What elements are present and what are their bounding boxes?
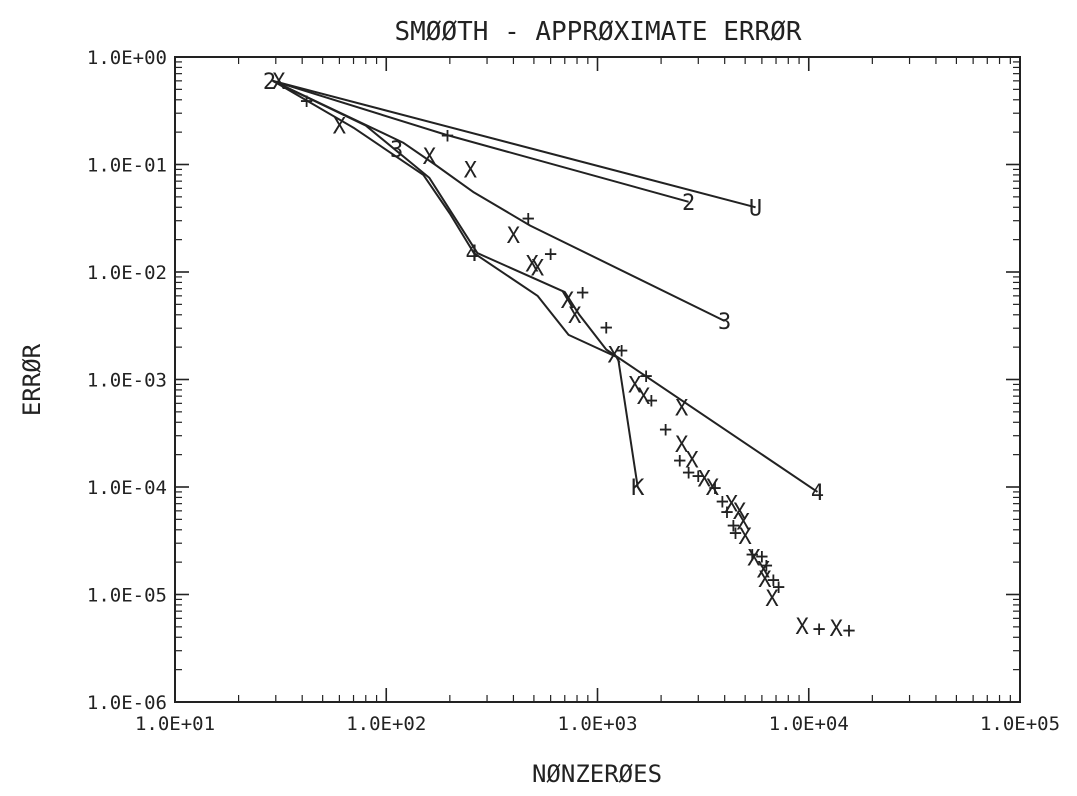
plus-marker: + <box>640 364 653 389</box>
plus-marker: + <box>682 460 695 485</box>
plus-marker: + <box>544 242 557 267</box>
plus-marker: + <box>615 339 628 364</box>
line-label: U <box>749 196 762 221</box>
x-tick-label: 1.0E+05 <box>980 713 1060 735</box>
x-marker: X <box>795 615 809 640</box>
x-marker: X <box>675 396 689 421</box>
plus-marker: + <box>813 617 826 642</box>
y-tick-label: 1.0E-04 <box>87 477 167 499</box>
line-label: 4 <box>811 481 824 506</box>
x-marker: X <box>464 158 478 183</box>
chart-title: SMØØTH - APPRØXIMATE ERRØR <box>395 17 802 47</box>
plus-marker: + <box>692 464 705 489</box>
y-tick-label: 1.0E-06 <box>87 692 167 714</box>
plus-marker: + <box>760 554 773 579</box>
plus-marker: + <box>708 476 721 501</box>
x-marker: X <box>628 373 642 398</box>
x-marker: X <box>698 467 712 492</box>
plus-marker: + <box>645 389 658 414</box>
plus-marker: + <box>300 89 313 114</box>
y-axis-label: ERRØR <box>18 343 46 416</box>
major-ticks <box>174 56 1021 703</box>
line-label: 3 <box>390 138 403 163</box>
x-marker: X <box>685 449 699 474</box>
line-label: 2 <box>263 70 276 95</box>
y-tick-label: 1.0E+00 <box>87 47 167 69</box>
x-marker: X <box>739 525 753 550</box>
x-marker: X <box>706 476 720 501</box>
plus-marker: + <box>600 316 613 341</box>
y-tick-label: 1.0E-01 <box>87 155 167 177</box>
x-tick-label: 1.0E+04 <box>769 713 849 735</box>
x-axis-label: NØNZERØES <box>532 760 662 788</box>
plus-marker: + <box>755 545 768 570</box>
x-tick-label: 1.0E+02 <box>346 713 426 735</box>
series-lines <box>272 79 819 493</box>
series-line-3 <box>272 79 726 322</box>
x-marker: X <box>272 70 286 95</box>
plus-marker: + <box>716 489 729 514</box>
y-tick-label: 1.0E-03 <box>87 370 167 392</box>
line-label: 4 <box>466 242 479 267</box>
x-marker: X <box>757 559 771 584</box>
y-tick-label: 1.0E-02 <box>87 262 167 284</box>
x-marker: X <box>507 224 521 249</box>
x-marker: X <box>830 617 844 642</box>
plus-marker: + <box>842 619 855 644</box>
y-tick-label: 1.0E-05 <box>87 585 167 607</box>
plus-marker: + <box>729 521 742 546</box>
x-marker: X <box>525 252 539 277</box>
plus-marker: + <box>659 418 672 443</box>
x-marker: X <box>747 547 761 572</box>
x-marker: X <box>333 115 347 140</box>
x-tick-label: 1.0E+01 <box>135 713 215 735</box>
plus-marker: + <box>727 513 740 538</box>
x-tick-label: 1.0E+03 <box>557 713 637 735</box>
line-label: 2 <box>682 191 695 216</box>
y-tick-labels: 1.0E+00 1.0E-01 1.0E-02 1.0E-03 1.0E-04 1.0E-… <box>87 47 167 714</box>
plot-frame <box>174 56 1021 703</box>
x-tick-labels: 1.0E+01 1.0E+02 1.0E+03 1.0E+04 1.0E+05 <box>135 713 1060 735</box>
minor-ticks <box>175 57 1020 702</box>
line-labels: U 2 3 4 K 3 4 2 <box>263 70 824 506</box>
series-line-4 <box>272 79 819 493</box>
x-marker: X <box>737 510 751 535</box>
x-marker: X <box>531 257 545 282</box>
plus-marker: + <box>576 280 589 305</box>
series-line-U <box>272 79 756 209</box>
plus-marker: + <box>441 124 454 149</box>
x-marker: X <box>765 587 779 612</box>
x-marker: X <box>733 500 747 525</box>
x-marker: X <box>561 289 575 314</box>
plus-marker: + <box>522 207 535 232</box>
x-marker: X <box>423 145 437 170</box>
series-line-K <box>272 79 639 488</box>
x-marker: X <box>725 493 739 518</box>
plus-marker: + <box>746 543 759 568</box>
plus-marker: + <box>767 568 780 593</box>
x-marker: X <box>608 344 622 369</box>
line-label: K <box>631 476 645 501</box>
x-marker: X <box>758 568 772 593</box>
x-marker: X <box>568 304 582 329</box>
plus-marker: + <box>720 500 733 525</box>
series-line-2 <box>272 79 689 203</box>
line-label: 3 <box>718 310 731 335</box>
plus-marker: + <box>772 575 785 600</box>
x-marker: X <box>675 433 689 458</box>
x-marker: X <box>637 385 651 410</box>
plus-marker: + <box>673 449 686 474</box>
